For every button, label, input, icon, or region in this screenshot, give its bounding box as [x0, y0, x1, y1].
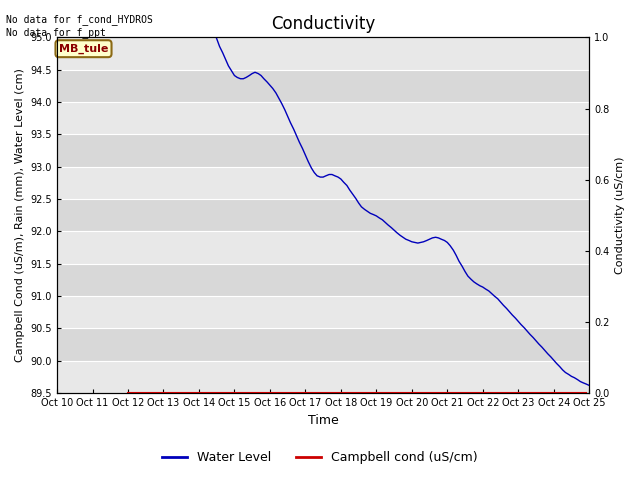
Bar: [57, 199, 589, 231]
Y-axis label: Conductivity (uS/cm): Conductivity (uS/cm): [615, 156, 625, 274]
Y-axis label: Campbell Cond (uS/m), Rain (mm), Water Level (cm): Campbell Cond (uS/m), Rain (mm), Water L…: [15, 68, 25, 362]
Bar: [57, 134, 589, 167]
Bar: [57, 37, 589, 70]
Title: Conductivity: Conductivity: [271, 15, 375, 33]
Bar: [57, 70, 589, 102]
Text: No data for f_cond_HYDROS
No data for f_ppt: No data for f_cond_HYDROS No data for f_…: [6, 14, 153, 38]
Legend: Water Level, Campbell cond (uS/cm): Water Level, Campbell cond (uS/cm): [157, 446, 483, 469]
Bar: [57, 231, 589, 264]
Bar: [57, 167, 589, 199]
Bar: [57, 102, 589, 134]
Bar: [57, 296, 589, 328]
Text: MB_tule: MB_tule: [59, 44, 108, 54]
Bar: [57, 328, 589, 361]
Bar: [57, 361, 589, 393]
X-axis label: Time: Time: [308, 414, 339, 427]
Bar: [57, 264, 589, 296]
